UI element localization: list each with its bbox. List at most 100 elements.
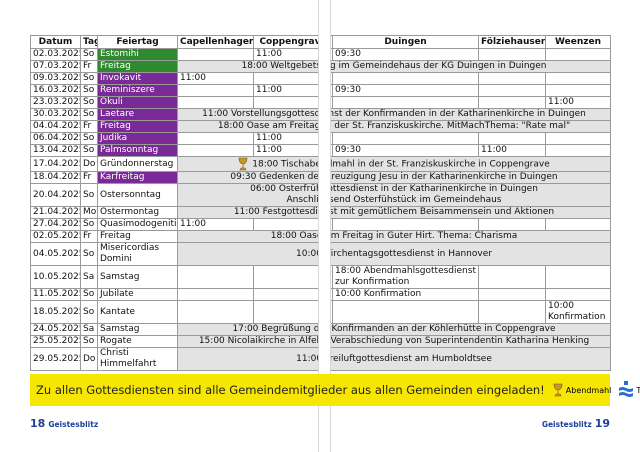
date-cell: 23.03.2025 [30,96,81,109]
service-cell: 09:30 [332,84,479,97]
empty-cell [177,132,254,145]
empty-cell [177,144,254,157]
day-cell: So [80,288,98,301]
day-cell: So [80,96,98,109]
empty-cell [545,144,611,157]
date-cell: 24.05.2025 [30,323,81,336]
service-text: 11:00 [256,49,282,60]
service-text: 06:00 Osterfrühgottesdienst in der Katha… [250,184,538,206]
service-text: 11:00 [180,219,206,230]
legend-label: Abendmahl [565,385,612,395]
service-text: 11:00 Vorstellungsgottesdienst der Konfi… [202,109,586,120]
magazine-title: Geistesblitz [48,420,99,429]
baptism-icon [619,381,634,397]
service-text: 10:00 Konfirmation [335,289,422,300]
day-cell: Mo [80,206,98,219]
service-text: 11:00 [256,145,282,156]
service-text: 11:00 [180,73,206,84]
empty-cell [177,48,254,61]
table-row: 09.03.2025 So Invokavit 11:00 [30,72,611,85]
holiday-cell: Ostermontag [97,206,178,219]
holiday-cell: Karfreitag [97,171,178,184]
service-cell: 09:30 [332,144,479,157]
table-row: 11.05.2025 So Jubilate 10:00 Konfirmation [30,288,611,301]
service-cell: 10:00 Konfirmation [545,300,611,324]
empty-cell [545,288,611,301]
legend-label: Taufe [636,385,640,395]
table-row: 13.04.2025 So Palmsonntag 11:00 09:30 11:00 [30,144,611,157]
empty-cell [478,96,546,109]
empty-cell [177,288,254,301]
service-text: 09:30 [335,49,361,60]
column-header: Tag [80,35,98,49]
column-header: Duingen [332,35,479,49]
date-cell: 30.03.2025 [30,108,81,121]
column-header: Feiertag [97,35,178,49]
holiday-cell: Kantate [97,300,178,324]
day-cell: So [80,132,98,145]
event-span-cell: 06:00 Osterfrühgottesdienst in der Katha… [177,183,611,207]
service-text: 10:00 Kirchentagsgottesdienst in Hannove… [296,248,492,259]
table-row: 02.03.2025 So Estomihi 11:00 09:30 [30,48,611,61]
holiday-cell: Reminiszere [97,84,178,97]
table-row: 24.05.2025 Sa Samstag 17:00 Begrüßung der K… [30,323,611,336]
footer-left: 18 Geistesblitz [30,417,98,430]
service-text: 10:00 Konfirmation [548,301,606,323]
empty-cell [177,300,254,324]
page-number: 19 [594,417,610,430]
event-span-cell: 11:00 Festgottesdienst mit gemütlichem B… [177,206,611,219]
day-cell: So [80,108,98,121]
empty-cell [478,300,546,324]
day-cell: So [80,300,98,324]
service-text: 17:00 Begrüßung der Konfirmanden an der … [232,324,556,335]
holiday-cell: Quasimodogeniti [97,218,178,231]
date-cell: 11.05.2025 [30,288,81,301]
table-row: 06.04.2025 So Judika 11:00 [30,132,611,145]
date-cell: 20.04.2025 [30,183,81,207]
banner: Zu allen Gottesdiensten sind alle Gemein… [30,374,640,406]
empty-cell [478,288,546,301]
holiday-cell: Jubilate [97,288,178,301]
table-row: 04.04.2025 Fr Freitag 18:00 Oase am Freitag… [30,120,611,133]
event-span-cell: 18:00 Tischabendmahl in der St. Franzisk… [177,156,611,172]
empty-cell [545,218,611,231]
date-cell: 17.04.2025 [30,156,81,172]
service-cell: 18:00 Abendmahlsgottesdienst zur Konfirm… [332,265,479,289]
event-span-cell: 18:00 Weltgebetstag im Gemeindehaus der … [177,60,611,73]
event-span-cell: 15:00 Nicolaikirche in Alfeld, Verabschi… [177,335,611,348]
holiday-cell: Okuli [97,96,178,109]
service-cell: 10:00 Konfirmation [332,288,479,301]
service-text: 11:00 Freiluftgottesdienst am Humboldtse… [296,353,492,364]
legend-item: Abendmahl [553,381,612,399]
table-row: 25.05.2025 So Rogate 15:00 Nicolaikirche in… [30,335,611,348]
empty-cell [478,84,546,97]
date-cell: 02.03.2025 [30,48,81,61]
holiday-cell: Gründonnerstag [97,156,178,172]
service-cell: 11:00 [478,144,546,157]
day-cell: So [80,84,98,97]
day-cell: So [80,72,98,85]
event-span-cell: 10:00 Kirchentagsgottesdienst in Hannove… [177,242,611,266]
table-row: 30.03.2025 So Laetare 11:00 Vorstellungsgot… [30,108,611,121]
table-row: 29.05.2025 Do Christi Himmelfahrt 11:00 Fre… [30,347,611,371]
empty-cell [177,84,254,97]
holiday-cell: Samstag [97,265,178,289]
service-cell: 09:30 [332,48,479,61]
holiday-cell: Ostersonntag [97,183,178,207]
date-cell: 10.05.2025 [30,265,81,289]
holiday-cell: Freitag [97,230,178,243]
holiday-cell: Rogate [97,335,178,348]
day-cell: Sa [80,323,98,336]
chalice-icon [553,383,563,397]
date-cell: 18.04.2025 [30,171,81,184]
empty-cell [478,48,546,61]
day-cell: So [80,242,98,266]
day-cell: Fr [80,230,98,243]
service-text: 11:00 [548,97,574,108]
column-header: Fölziehausen [478,35,546,49]
empty-cell [177,265,254,289]
legend: Abendmahl Taufe [545,381,640,399]
day-cell: Fr [80,60,98,73]
service-text: 11:00 [256,85,282,96]
